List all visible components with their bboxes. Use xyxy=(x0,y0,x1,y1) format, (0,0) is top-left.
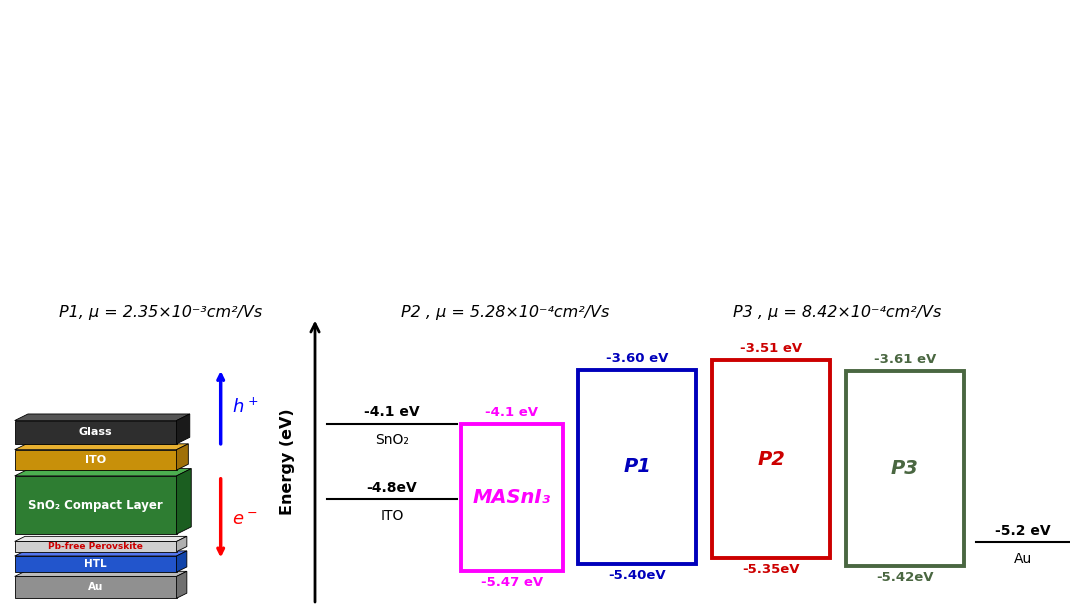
Text: MASnI₃: MASnI₃ xyxy=(473,488,551,507)
Text: -3.61 eV: -3.61 eV xyxy=(874,353,936,366)
Polygon shape xyxy=(177,414,189,444)
Polygon shape xyxy=(15,556,177,572)
Polygon shape xyxy=(15,476,177,534)
Text: Au: Au xyxy=(88,582,104,592)
Polygon shape xyxy=(15,444,188,450)
Text: -3.51 eV: -3.51 eV xyxy=(740,342,802,355)
Text: -4.8eV: -4.8eV xyxy=(367,481,417,495)
Polygon shape xyxy=(15,414,189,421)
Text: -4.1 eV: -4.1 eV xyxy=(364,405,419,419)
Text: -5.2 eV: -5.2 eV xyxy=(995,524,1051,538)
Polygon shape xyxy=(15,421,177,444)
Text: Energy (eV): Energy (eV) xyxy=(280,408,295,515)
Polygon shape xyxy=(177,571,187,599)
Text: P1: P1 xyxy=(624,457,652,476)
Bar xyxy=(713,360,830,558)
Polygon shape xyxy=(15,551,187,556)
Text: Pb-free Perovskite: Pb-free Perovskite xyxy=(48,542,143,551)
Polygon shape xyxy=(15,450,177,470)
Text: -5.42eV: -5.42eV xyxy=(876,571,934,584)
Text: P1, μ = 2.35×10⁻³cm²/Vs: P1, μ = 2.35×10⁻³cm²/Vs xyxy=(59,305,262,320)
Text: -5.47 eV: -5.47 eV xyxy=(480,576,542,589)
Text: P3: P3 xyxy=(891,459,919,478)
Polygon shape xyxy=(177,444,188,470)
Text: ITO: ITO xyxy=(381,509,403,523)
Text: SnO₂: SnO₂ xyxy=(376,433,409,447)
Text: $h^+$: $h^+$ xyxy=(232,398,259,417)
Bar xyxy=(846,371,964,566)
Polygon shape xyxy=(15,571,187,577)
Text: -5.40eV: -5.40eV xyxy=(609,569,667,582)
Text: -5.35eV: -5.35eV xyxy=(743,563,800,576)
Bar xyxy=(579,370,697,564)
Text: P2: P2 xyxy=(758,450,785,469)
Polygon shape xyxy=(177,551,187,572)
Text: Glass: Glass xyxy=(79,427,112,437)
Polygon shape xyxy=(177,537,187,552)
Text: HTL: HTL xyxy=(85,559,107,569)
Text: -3.60 eV: -3.60 eV xyxy=(607,351,669,365)
Polygon shape xyxy=(15,469,192,476)
Text: SnO₂ Compact Layer: SnO₂ Compact Layer xyxy=(28,498,163,512)
Text: Au: Au xyxy=(1013,552,1031,566)
Text: -4.1 eV: -4.1 eV xyxy=(485,405,538,419)
Bar xyxy=(460,424,563,571)
Text: P2 , μ = 5.28×10⁻⁴cm²/Vs: P2 , μ = 5.28×10⁻⁴cm²/Vs xyxy=(401,305,610,320)
Polygon shape xyxy=(15,537,187,541)
Text: P3 , μ = 8.42×10⁻⁴cm²/Vs: P3 , μ = 8.42×10⁻⁴cm²/Vs xyxy=(733,305,942,320)
Text: $e^-$: $e^-$ xyxy=(232,510,258,529)
Polygon shape xyxy=(15,541,177,552)
Polygon shape xyxy=(177,469,192,534)
Polygon shape xyxy=(15,577,177,599)
Text: ITO: ITO xyxy=(86,455,106,465)
